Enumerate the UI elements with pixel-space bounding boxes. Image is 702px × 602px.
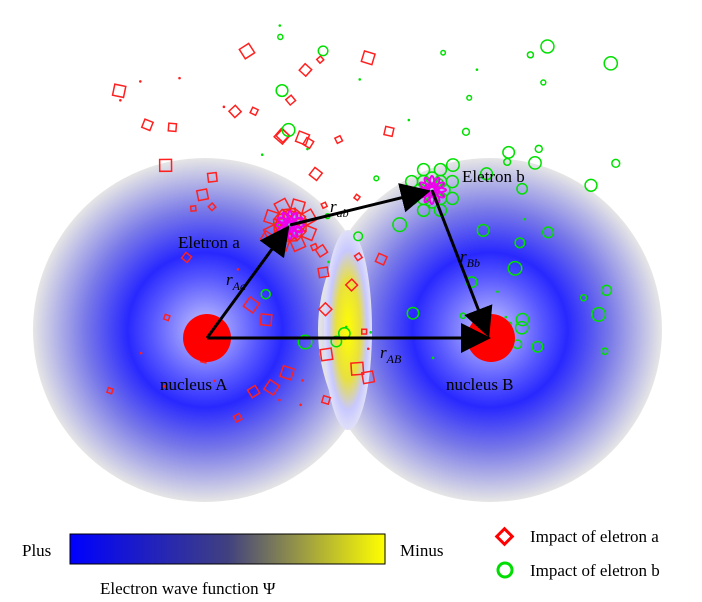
- impact-point: [612, 159, 620, 167]
- subscript: AB: [386, 352, 402, 366]
- impact-point: [278, 24, 281, 27]
- impact-point: [321, 202, 327, 208]
- impact-point: [119, 99, 122, 102]
- impact-point: [278, 34, 283, 39]
- impact-point: [408, 119, 411, 122]
- impact-point: [250, 107, 258, 115]
- label: nucleus B: [446, 375, 514, 394]
- impact-point: [476, 68, 479, 71]
- impact-point: [229, 105, 241, 117]
- impact-point: [541, 40, 554, 53]
- colorbar-label: Minus: [400, 541, 443, 560]
- impact-point: [523, 218, 526, 221]
- impact-point: [261, 153, 264, 156]
- impact-point: [299, 64, 311, 76]
- diagram: Eletron a Eletron b rAa rab rBb rAB nucl…: [0, 0, 702, 602]
- impact-point: [140, 352, 143, 355]
- impact-point: [535, 145, 542, 152]
- subscript: Bb: [467, 256, 480, 270]
- impact-point: [113, 84, 126, 97]
- label: Eletron a: [178, 233, 240, 252]
- impact-point: [467, 95, 472, 100]
- impact-point: [306, 148, 309, 151]
- impact-point: [345, 326, 348, 329]
- legend-label: Impact of eletron a: [530, 527, 659, 546]
- impact-point: [237, 268, 240, 271]
- impact-point: [369, 331, 372, 334]
- impact-point: [142, 119, 153, 130]
- impact-point: [178, 77, 181, 80]
- label: nucleus A: [160, 375, 228, 394]
- impact-point: [327, 261, 330, 264]
- impact-point: [358, 78, 361, 81]
- impact-point: [367, 347, 370, 350]
- impact-point: [318, 46, 328, 56]
- impact-point: [278, 399, 281, 402]
- impact-point: [139, 80, 142, 83]
- impact-point: [239, 43, 254, 58]
- impact-point: [168, 123, 176, 131]
- colorbar: [70, 534, 385, 564]
- impact-point: [585, 179, 597, 191]
- impact-point: [503, 147, 515, 159]
- impact-point: [335, 136, 343, 144]
- label: Eletron b: [462, 167, 525, 186]
- impact-point: [354, 194, 360, 200]
- impact-point: [541, 80, 546, 85]
- impact-point: [374, 176, 379, 181]
- impact-point: [441, 50, 446, 55]
- impact-point: [317, 56, 324, 63]
- impact-point: [361, 51, 375, 65]
- impact-point: [309, 167, 322, 180]
- impact-point: [286, 95, 296, 105]
- legend-marker: [497, 529, 513, 545]
- subscript: Aa: [232, 279, 246, 293]
- colorbar-label: Plus: [22, 541, 51, 560]
- impact-point: [463, 128, 470, 135]
- impact-point: [432, 357, 435, 360]
- impact-point: [496, 290, 499, 293]
- impact-point: [223, 106, 226, 109]
- impact-point: [384, 126, 394, 136]
- legend-label: Impact of eletron b: [530, 561, 660, 580]
- impact-point: [527, 52, 533, 58]
- colorbar-caption: Electron wave function Ψ: [100, 579, 276, 598]
- impact-point: [604, 57, 617, 70]
- impact-point: [505, 316, 508, 319]
- impact-point: [301, 379, 304, 382]
- subscript: ab: [337, 206, 349, 220]
- legend-marker: [498, 563, 512, 577]
- impact-point: [276, 85, 288, 97]
- impact-point: [299, 403, 302, 406]
